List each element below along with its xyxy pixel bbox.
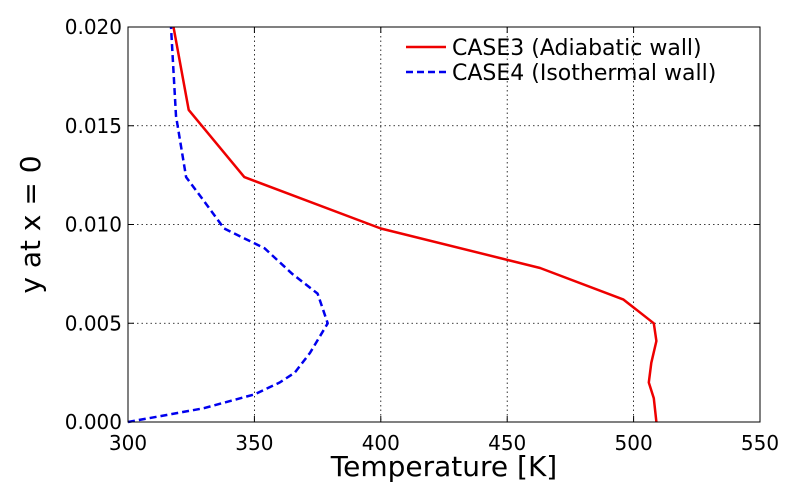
legend: CASE3 (Adiabatic wall)CASE4 (Isothermal … (406, 36, 716, 86)
x-tick-label: 450 (488, 431, 526, 455)
x-tick-label: 350 (235, 431, 273, 455)
grid (127, 26, 761, 423)
x-tick-label: 500 (615, 431, 653, 455)
y-tick-label: 0.015 (65, 114, 122, 138)
y-axis-title: y at x = 0 (14, 155, 47, 293)
series-layer (127, 26, 658, 424)
legend-label-1: CASE3 (Adiabatic wall) (452, 36, 702, 61)
series-line-1 (172, 26, 658, 423)
x-tick-label: 550 (741, 431, 779, 455)
x-tick-label: 300 (109, 431, 147, 455)
legend-label-2: CASE4 (Isothermal wall) (452, 61, 716, 86)
x-tick-label: 400 (362, 431, 400, 455)
x-axis-title: Temperature [K] (330, 450, 557, 483)
y-tick-label: 0.010 (65, 213, 122, 237)
ticks: 300 350 400 450 500 550 0.000 0.005 0.010 0.015 0.… (65, 15, 779, 455)
y-tick-label: 0.000 (65, 410, 122, 434)
y-tick-label: 0.005 (65, 311, 122, 335)
series-line-2 (127, 26, 329, 424)
y-tick-label: 0.020 (65, 15, 122, 39)
